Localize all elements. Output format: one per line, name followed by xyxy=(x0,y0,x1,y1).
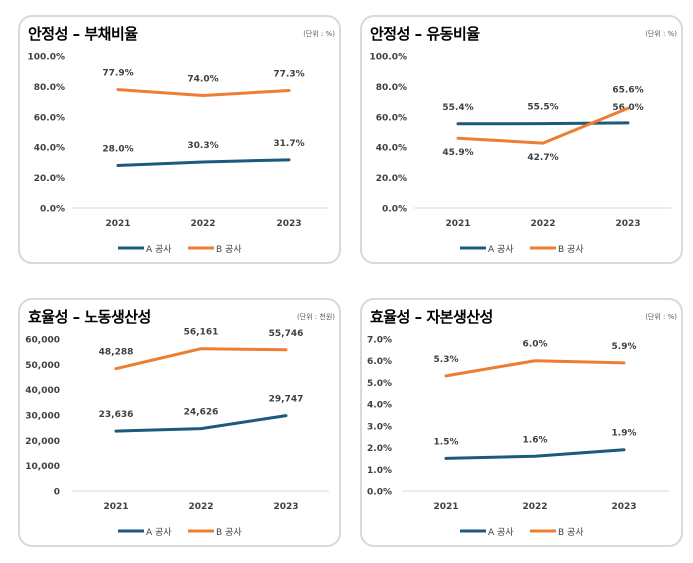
x-tick-label: 2021 xyxy=(105,219,130,229)
y-tick-label: 6.0% xyxy=(367,357,392,367)
x-tick-label: 2023 xyxy=(611,502,636,512)
series-line-a xyxy=(444,448,626,460)
y-tick-label: 1.0% xyxy=(367,466,392,476)
series-line-a xyxy=(116,158,291,167)
chart-panel-capital-productivity: 0.0% 1.0% 2.0% 3.0% 4.0% 5.0% 6.0% 7.0% 2021 2022… xyxy=(360,298,683,547)
chart-title: 효율성 – 노동생산성 xyxy=(28,308,151,326)
unit-label: (단위 : %) xyxy=(645,30,677,38)
y-tick-label: 40,000 xyxy=(25,386,60,396)
x-tick-label: 2022 xyxy=(522,502,547,512)
line-chart: 0.0% 20.0% 40.0% 60.0% 80.0% 100.0% 2021 2022 20… xyxy=(28,53,329,255)
legend-label: A 공사 xyxy=(146,527,172,538)
line-chart: 0.0% 20.0% 40.0% 60.0% 80.0% 100.0% 2021 2022 20… xyxy=(370,53,671,255)
y-tick-label: 20.0% xyxy=(376,174,407,184)
legend-label: A 공사 xyxy=(488,527,514,538)
legend-label: B 공사 xyxy=(216,527,242,538)
y-tick-label: 4.0% xyxy=(367,401,392,411)
x-tick-label: 2023 xyxy=(615,219,640,229)
series-line-b xyxy=(444,359,626,378)
data-label: 5.9% xyxy=(612,342,637,352)
y-tick-label: 0.0% xyxy=(382,205,407,215)
legend-label: B 공사 xyxy=(558,244,584,255)
data-label: 74.0% xyxy=(187,75,218,85)
y-tick-label: 50,000 xyxy=(25,361,60,371)
x-tick-label: 2021 xyxy=(433,502,458,512)
x-tick-label: 2022 xyxy=(188,502,213,512)
data-label: 45.9% xyxy=(442,148,473,158)
y-tick-label: 100.0% xyxy=(370,53,408,63)
series-line-a xyxy=(456,121,630,126)
data-label: 31.7% xyxy=(273,139,304,149)
y-tick-label: 2.0% xyxy=(367,444,392,454)
data-label: 29,747 xyxy=(269,395,304,405)
data-label: 77.9% xyxy=(102,69,133,79)
chart-panel-current-ratio: 0.0% 20.0% 40.0% 60.0% 80.0% 100.0% 2021 2022 20… xyxy=(360,15,683,264)
chart-panel-debt-ratio: 0.0% 20.0% 40.0% 60.0% 80.0% 100.0% 2021 2022 20… xyxy=(18,15,341,264)
chart-title: 안정성 – 유동비율 xyxy=(370,25,480,43)
series-line-b xyxy=(116,88,291,98)
data-label: 56,161 xyxy=(184,328,219,338)
x-tick-label: 2023 xyxy=(273,502,298,512)
legend-label: B 공사 xyxy=(216,244,242,255)
legend-label: B 공사 xyxy=(558,527,584,538)
data-label: 28.0% xyxy=(102,144,133,154)
series-line-b xyxy=(114,347,288,371)
x-tick-label: 2023 xyxy=(276,219,301,229)
x-tick-label: 2021 xyxy=(103,502,128,512)
data-label: 55.5% xyxy=(527,103,558,113)
chart-title: 안정성 – 부채비율 xyxy=(28,25,138,43)
data-label: 55.4% xyxy=(442,103,473,113)
series-line-a xyxy=(114,414,288,433)
y-tick-label: 3.0% xyxy=(367,422,392,432)
unit-label: (단위 : %) xyxy=(303,30,335,38)
y-tick-label: 80.0% xyxy=(376,83,407,93)
series-line-b xyxy=(456,106,630,145)
y-tick-label: 40.0% xyxy=(34,144,65,154)
y-tick-label: 0.0% xyxy=(367,488,392,498)
x-tick-label: 2022 xyxy=(190,219,215,229)
data-label: 42.7% xyxy=(527,153,558,163)
y-tick-label: 20.0% xyxy=(34,174,65,184)
y-tick-label: 7.0% xyxy=(367,336,392,346)
data-label: 1.9% xyxy=(612,429,637,439)
data-label: 1.5% xyxy=(434,437,459,447)
y-tick-label: 0.0% xyxy=(40,205,65,215)
y-tick-label: 60,000 xyxy=(25,336,60,346)
data-label: 23,636 xyxy=(99,410,134,420)
y-tick-label: 5.0% xyxy=(367,379,392,389)
data-label: 6.0% xyxy=(523,340,548,350)
chart-panel-labor-productivity: 0 10,000 20,000 30,000 40,000 50,000 60,000 202… xyxy=(18,298,341,547)
data-label: 77.3% xyxy=(273,70,304,80)
y-tick-label: 60.0% xyxy=(34,113,65,123)
y-tick-label: 10,000 xyxy=(25,462,60,472)
y-tick-label: 80.0% xyxy=(34,83,65,93)
y-tick-label: 100.0% xyxy=(28,53,66,63)
legend-label: A 공사 xyxy=(488,244,514,255)
data-label: 55,746 xyxy=(269,329,304,339)
chart-title: 효율성 – 자본생산성 xyxy=(370,308,493,326)
data-label: 24,626 xyxy=(184,408,219,418)
data-label: 30.3% xyxy=(187,141,218,151)
y-tick-label: 30,000 xyxy=(25,412,60,422)
data-label: 48,288 xyxy=(99,348,134,358)
legend-label: A 공사 xyxy=(146,244,172,255)
y-tick-label: 40.0% xyxy=(376,144,407,154)
y-tick-label: 20,000 xyxy=(25,437,60,447)
unit-label: (단위 : %) xyxy=(645,313,677,321)
y-tick-label: 0 xyxy=(54,488,60,498)
data-label: 5.3% xyxy=(434,355,459,365)
data-label: 1.6% xyxy=(523,435,548,445)
line-chart: 0.0% 1.0% 2.0% 3.0% 4.0% 5.0% 6.0% 7.0% 2021 2022… xyxy=(367,336,669,538)
x-tick-label: 2022 xyxy=(530,219,555,229)
y-tick-label: 60.0% xyxy=(376,113,407,123)
line-chart: 0 10,000 20,000 30,000 40,000 50,000 60,000 202… xyxy=(25,328,329,538)
data-label: 65.6% xyxy=(612,85,643,95)
x-tick-label: 2021 xyxy=(445,219,470,229)
unit-label: (단위 : 천원) xyxy=(296,313,335,321)
